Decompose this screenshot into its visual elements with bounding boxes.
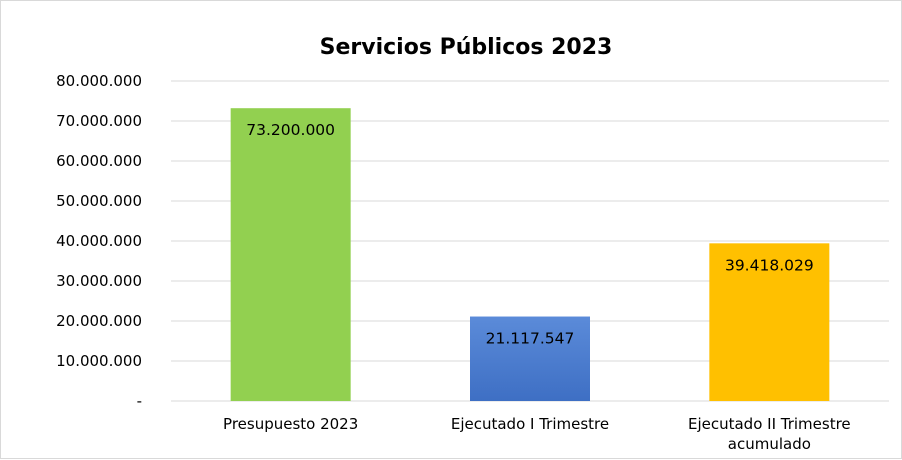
x-category-label: acumulado: [728, 435, 811, 453]
y-tick-label: 80.000.000: [56, 72, 142, 90]
data-label: 21.117.547: [486, 330, 575, 348]
data-label: 73.200.000: [246, 121, 335, 139]
x-category-label: Presupuesto 2023: [223, 415, 358, 433]
y-axis-tick-labels: - 10.000.000 20.000.000 30.000.000 40.000.00…: [56, 72, 142, 410]
y-tick-label: -: [137, 392, 142, 410]
data-labels: 73.200.000 21.117.547 39.418.029: [246, 121, 813, 347]
x-axis-category-labels: Presupuesto 2023 Ejecutado I Trimestre Eje…: [223, 415, 851, 453]
y-tick-label: 50.000.000: [56, 192, 142, 210]
bar: [470, 316, 590, 401]
y-tick-label: 30.000.000: [56, 272, 142, 290]
x-category-label: Ejecutado I Trimestre: [451, 415, 609, 433]
data-label: 39.418.029: [725, 256, 814, 274]
chart-title: Servicios Públicos 2023: [320, 35, 613, 60]
y-tick-label: 20.000.000: [56, 312, 142, 330]
y-tick-label: 60.000.000: [56, 152, 142, 170]
y-tick-label: 10.000.000: [56, 352, 142, 370]
bar: [709, 243, 830, 401]
x-category-label: Ejecutado II Trimestre: [688, 415, 851, 433]
y-tick-label: 40.000.000: [56, 232, 142, 250]
bars: [230, 108, 830, 401]
bar: [230, 108, 351, 401]
y-tick-label: 70.000.000: [56, 112, 142, 130]
